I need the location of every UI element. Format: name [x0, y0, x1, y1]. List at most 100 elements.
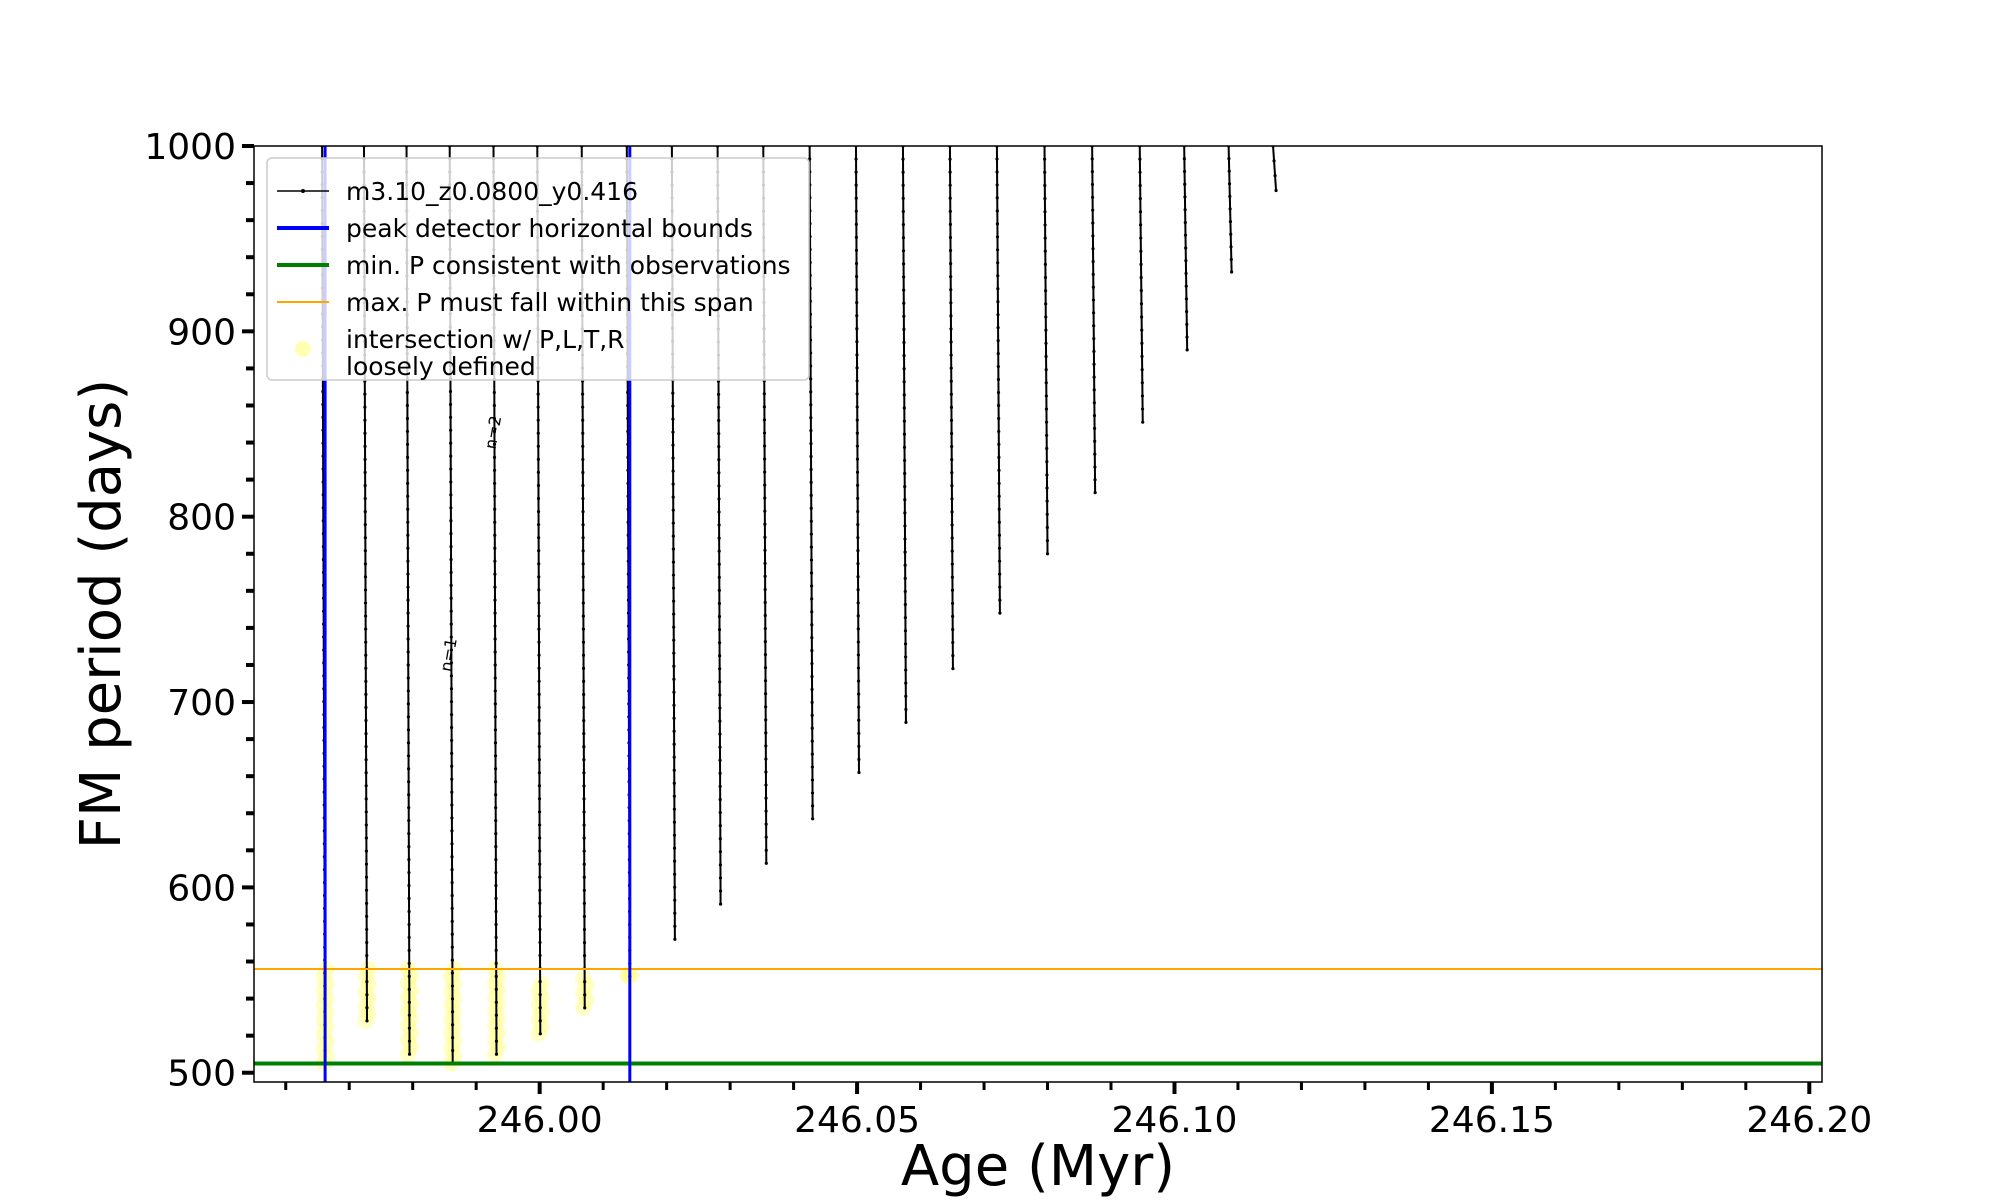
data-point — [493, 650, 497, 654]
data-point — [996, 326, 1000, 330]
data-point — [673, 872, 677, 876]
intersection-marker — [443, 1040, 460, 1057]
data-point — [450, 893, 454, 898]
data-point — [764, 809, 768, 813]
legend-handle-intersection — [295, 341, 311, 357]
data-point — [537, 640, 541, 644]
data-point — [854, 209, 858, 213]
data-point — [809, 403, 813, 407]
data-point — [536, 444, 540, 448]
data-point — [672, 742, 676, 746]
data-point — [718, 784, 722, 789]
data-point — [581, 640, 586, 644]
data-point — [363, 562, 368, 566]
data-point — [449, 674, 454, 678]
data-point — [493, 494, 497, 498]
data-point — [762, 405, 766, 409]
data-point — [494, 883, 498, 888]
data-point — [854, 170, 858, 174]
data-point — [492, 455, 497, 459]
data-point — [407, 793, 411, 797]
intersection-marker — [446, 1033, 463, 1050]
intersection-marker — [530, 997, 547, 1014]
spike-line — [1138, 146, 1144, 423]
data-point — [855, 340, 859, 344]
data-point — [492, 403, 496, 408]
data-point — [671, 495, 675, 499]
data-point — [494, 1026, 499, 1030]
intersection-marker — [357, 983, 374, 1000]
data-point — [855, 405, 859, 409]
data-point — [717, 405, 721, 410]
data-point — [717, 536, 721, 540]
data-point — [855, 366, 859, 370]
data-point — [672, 729, 676, 733]
data-point — [671, 430, 675, 434]
data-point — [1090, 170, 1094, 174]
data-point — [406, 676, 410, 680]
data-point — [582, 771, 586, 775]
data-point — [582, 718, 586, 723]
data-point — [538, 901, 542, 905]
data-point — [717, 484, 721, 488]
data-point — [1090, 195, 1095, 199]
spike-14 — [901, 146, 908, 725]
data-point — [763, 692, 768, 696]
data-point — [854, 261, 859, 266]
data-point — [902, 301, 906, 305]
intersection-marker — [400, 1003, 417, 1020]
data-point — [810, 765, 815, 769]
y-tick-label: 900 — [167, 312, 236, 353]
data-point — [810, 739, 814, 743]
spike-line — [1272, 146, 1278, 191]
data-point — [449, 519, 453, 523]
data-point — [856, 588, 860, 592]
data-point — [538, 940, 542, 945]
data-point — [762, 418, 767, 422]
data-point — [809, 467, 813, 472]
data-point — [493, 520, 497, 524]
data-point — [997, 494, 1001, 498]
y-tick-label: 600 — [167, 868, 236, 909]
data-point — [582, 927, 587, 932]
axes: 500 600 700 800 900 1000 246.00 246.05 246.10 246… — [144, 127, 1872, 1141]
data-point — [581, 666, 586, 670]
spike-21 — [1227, 146, 1234, 274]
intersection-marker — [490, 996, 507, 1013]
data-point — [810, 649, 814, 653]
intersection-marker — [533, 1018, 550, 1035]
data-point — [857, 770, 861, 775]
data-point — [810, 713, 814, 717]
data-point — [494, 1052, 499, 1056]
data-point — [950, 549, 954, 553]
data-point — [856, 575, 860, 579]
data-point — [365, 953, 369, 958]
data-point — [364, 705, 368, 710]
data-point — [902, 340, 906, 345]
data-point — [537, 692, 541, 696]
data-point — [581, 405, 585, 409]
data-point — [407, 1039, 412, 1043]
data-point — [672, 846, 677, 850]
data-point — [902, 393, 906, 397]
data-point — [363, 510, 367, 514]
data-point — [1273, 174, 1277, 178]
data-point — [950, 458, 954, 462]
data-point — [901, 183, 905, 187]
data-point — [537, 784, 542, 788]
legend-label-continued: loosely defined — [346, 352, 536, 381]
data-point — [1045, 525, 1049, 530]
data-point — [449, 557, 453, 562]
data-point — [451, 1036, 455, 1040]
data-point — [1091, 234, 1095, 238]
data-point — [671, 573, 676, 577]
spike-13 — [854, 146, 861, 775]
data-point — [1044, 354, 1048, 359]
data-point — [537, 575, 541, 579]
data-point — [407, 870, 411, 875]
data-point — [854, 157, 858, 161]
data-point — [581, 496, 585, 501]
data-point — [493, 507, 497, 511]
x-tick-label: 246.10 — [1112, 1100, 1238, 1141]
data-point — [406, 637, 410, 641]
